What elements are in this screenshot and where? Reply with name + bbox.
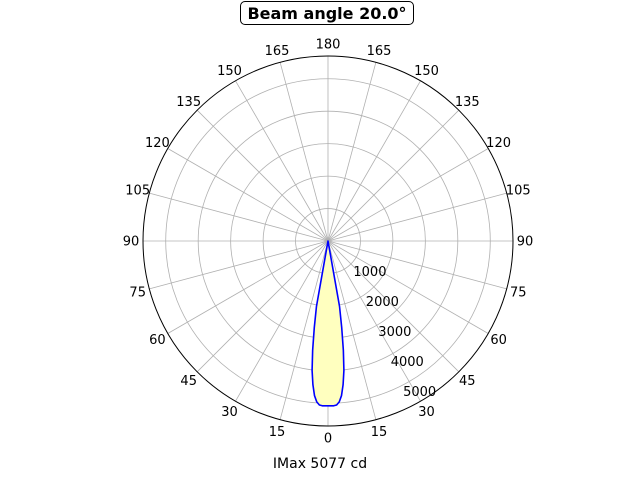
angle-tick-label: 150 (217, 64, 242, 79)
angle-tick-label: 15 (371, 425, 388, 440)
grid-spoke (149, 240, 329, 290)
angle-tick-label: 90 (517, 235, 534, 250)
angle-tick-label: 120 (145, 136, 170, 151)
angle-tick-label: 60 (490, 333, 507, 348)
radial-tick-label: 5000 (403, 385, 436, 400)
angle-tick-label: 135 (176, 95, 201, 110)
grid-spoke (327, 62, 377, 242)
radial-tick-label: 3000 (378, 325, 411, 340)
angle-tick-label: 120 (486, 136, 511, 151)
grid-spoke (167, 240, 329, 334)
grid-spoke (327, 240, 377, 420)
radial-tick-label: 1000 (353, 265, 386, 280)
angle-tick-label: 30 (418, 405, 435, 420)
radial-tick-label: 4000 (391, 355, 424, 370)
series-line (311, 240, 345, 407)
grid-spoke (167, 148, 329, 242)
grid-spoke (235, 240, 329, 402)
grid-spoke (327, 109, 460, 242)
grid-spoke (327, 240, 460, 373)
grid-spoke (279, 62, 329, 242)
angle-tick-label: 0 (324, 432, 332, 447)
angle-tick-label: 90 (123, 235, 140, 250)
angle-tick-label: 165 (265, 44, 290, 59)
chart-title: Beam angle 20.0° (240, 1, 414, 25)
grid-spoke (327, 148, 489, 242)
angle-tick-label: 45 (180, 374, 197, 389)
grid-spoke (327, 192, 507, 242)
angle-tick-label: 150 (414, 64, 439, 79)
x-axis-label: IMax 5077 cd (272, 456, 368, 472)
angle-tick-label: 165 (367, 44, 392, 59)
grid-spoke (235, 80, 329, 242)
angle-tick-label: 135 (455, 95, 480, 110)
grid-spoke (196, 240, 329, 373)
grid-spoke (279, 240, 329, 420)
grid-spoke (327, 240, 489, 334)
angle-tick-label: 45 (459, 374, 476, 389)
angle-tick-label: 105 (125, 184, 150, 199)
angle-tick-label: 75 (510, 286, 527, 301)
angle-tick-label: 15 (269, 425, 286, 440)
angle-tick-label: 75 (129, 286, 146, 301)
grid-spoke (327, 240, 421, 402)
polar-frame (142, 55, 514, 427)
radial-tick-label: 2000 (366, 295, 399, 310)
angle-tick-label: 30 (221, 405, 238, 420)
grid-spoke (149, 192, 329, 242)
angle-tick-label: 180 (316, 38, 341, 53)
series-fill (312, 241, 344, 406)
grid-spoke (327, 240, 507, 290)
angle-tick-label: 105 (506, 184, 531, 199)
angle-tick-label: 60 (149, 333, 166, 348)
grid-spoke (327, 80, 421, 242)
grid-spoke (196, 109, 329, 242)
